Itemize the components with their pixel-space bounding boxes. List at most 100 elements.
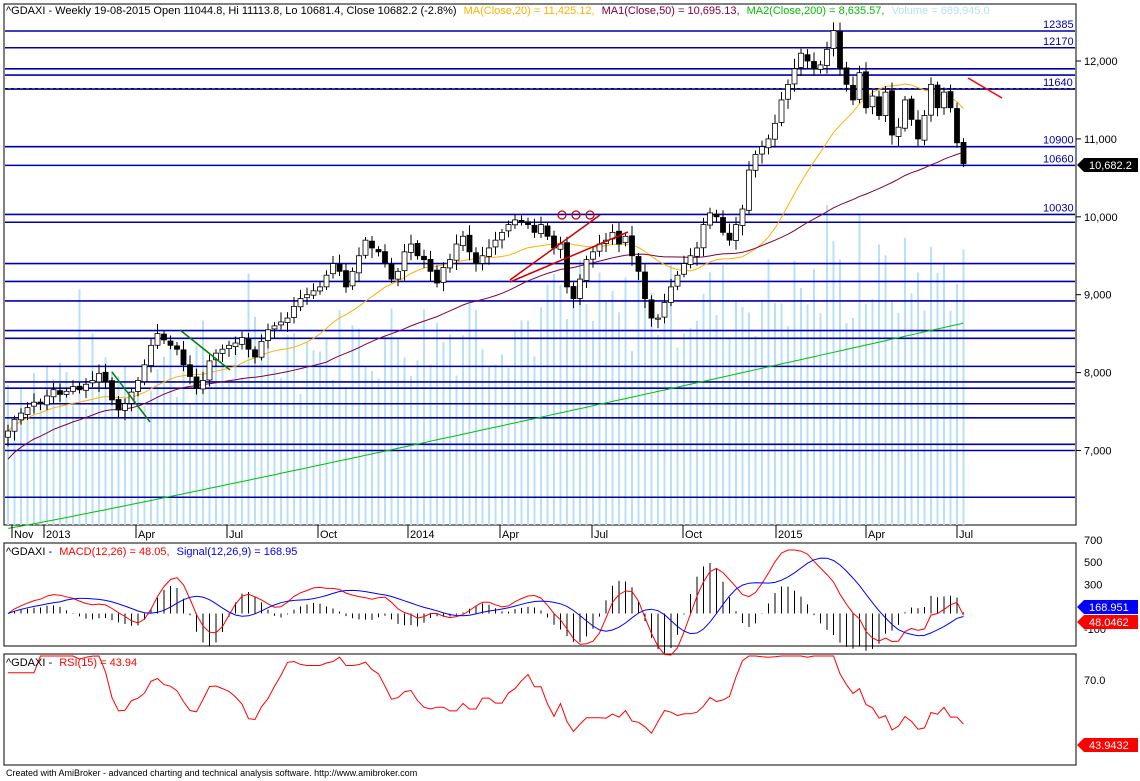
candle-body [817, 64, 824, 70]
candle-body [239, 337, 245, 345]
candle-body [96, 372, 102, 383]
candle-body [499, 231, 505, 241]
candle-body [323, 274, 330, 288]
volume-bar [813, 268, 815, 525]
volume-bar [254, 317, 256, 525]
volume-bar [683, 333, 685, 525]
candle-body [889, 90, 895, 136]
candle-body [921, 115, 928, 141]
volume-bar [137, 382, 139, 525]
volume-bar [98, 380, 100, 525]
candle-body [102, 371, 109, 383]
volume-bar [52, 378, 55, 525]
candle-body [759, 146, 765, 155]
candle-body [284, 317, 291, 323]
candle-body [258, 341, 265, 358]
volume-bar [436, 322, 438, 525]
y-tick-label: 7,000 [1084, 446, 1112, 458]
volume-bar [26, 419, 29, 525]
candle-body [460, 235, 466, 247]
candle-body [941, 91, 947, 109]
volume-bar [325, 339, 328, 525]
volume-bar [748, 312, 750, 525]
volume-bar [761, 299, 763, 525]
candle-body [421, 255, 427, 261]
level-label: 12385 [1043, 19, 1074, 31]
volume-bar [7, 385, 9, 525]
volume-bar [858, 214, 861, 525]
candle-body [44, 395, 50, 406]
level-label: 10660 [1043, 153, 1074, 165]
candle-body [908, 98, 915, 120]
x-tick-label: Apr [138, 529, 155, 541]
volume-bar [507, 367, 510, 525]
volume-bar [514, 330, 516, 525]
macd-y-tick-label: 500 [1084, 557, 1102, 569]
volume-bar [657, 334, 659, 525]
candle-body [427, 258, 434, 272]
candle-body [11, 418, 18, 432]
volume-bar [306, 341, 308, 525]
candle-body [180, 349, 187, 366]
volume-bar [533, 356, 536, 525]
candle-body [330, 263, 336, 275]
candle-body [746, 169, 752, 211]
candle-body [57, 390, 63, 395]
volume-bar [787, 326, 789, 525]
header-macd-prefix: ^GDAXI - [6, 546, 52, 558]
x-tick-label: Nov [14, 529, 34, 541]
candle-body [720, 217, 726, 233]
y-tick-label: 12,000 [1084, 56, 1118, 68]
candles [5, 22, 1003, 447]
candle-body [187, 364, 193, 377]
candle-body [232, 342, 239, 347]
volume-bar [33, 373, 35, 525]
candle-body [694, 247, 700, 257]
rsi-line [8, 655, 964, 735]
candle-body [915, 119, 921, 140]
volume-bar [527, 320, 529, 525]
volume-bar [202, 320, 204, 525]
header-rsi-prefix: ^GDAXI - [6, 657, 52, 669]
candle-body [947, 91, 954, 109]
trend-line [509, 214, 601, 281]
volume-bar [865, 303, 867, 525]
volume-bar [774, 302, 776, 525]
volume-bar [709, 272, 711, 525]
candle-body [401, 251, 408, 272]
top-marker [571, 210, 581, 220]
signal-last-label: 168.951 [1089, 602, 1129, 614]
candle-body [668, 286, 674, 303]
candle-body [193, 376, 200, 389]
volume-bar [754, 335, 757, 525]
candle-body [18, 412, 24, 421]
rsi-last-label: 43.9432 [1089, 740, 1129, 752]
x-tick-label: Oct [320, 529, 337, 541]
candle-body [830, 30, 837, 49]
candle-body [512, 219, 518, 226]
candle-body [278, 321, 284, 326]
volume-bar [39, 399, 42, 525]
candle-body [525, 221, 531, 225]
candle-body [265, 329, 271, 341]
candle-body [206, 360, 213, 381]
candle-body [343, 270, 349, 288]
header-ma50: MA1(Close,50) = 10,695.13, [602, 5, 740, 17]
volume-bar [345, 387, 347, 525]
candle-body [414, 243, 421, 257]
volume-bar [637, 260, 640, 525]
volume-bar [312, 350, 315, 525]
last-close-tag: 10,682.2 [1077, 158, 1138, 172]
candle-body [928, 83, 934, 116]
candle-body [161, 333, 167, 341]
level-label: 11640 [1043, 77, 1073, 89]
volume-bar [72, 405, 74, 525]
volume-bar [540, 307, 542, 525]
candle-body [317, 286, 323, 292]
trend-line [967, 77, 1003, 99]
rsi-header: ^GDAXI - RSI(15) = 43.94 [6, 657, 137, 669]
candle-body [739, 208, 746, 226]
candle-body [707, 212, 713, 226]
candle-body [629, 235, 635, 257]
volume-bar [722, 265, 724, 525]
